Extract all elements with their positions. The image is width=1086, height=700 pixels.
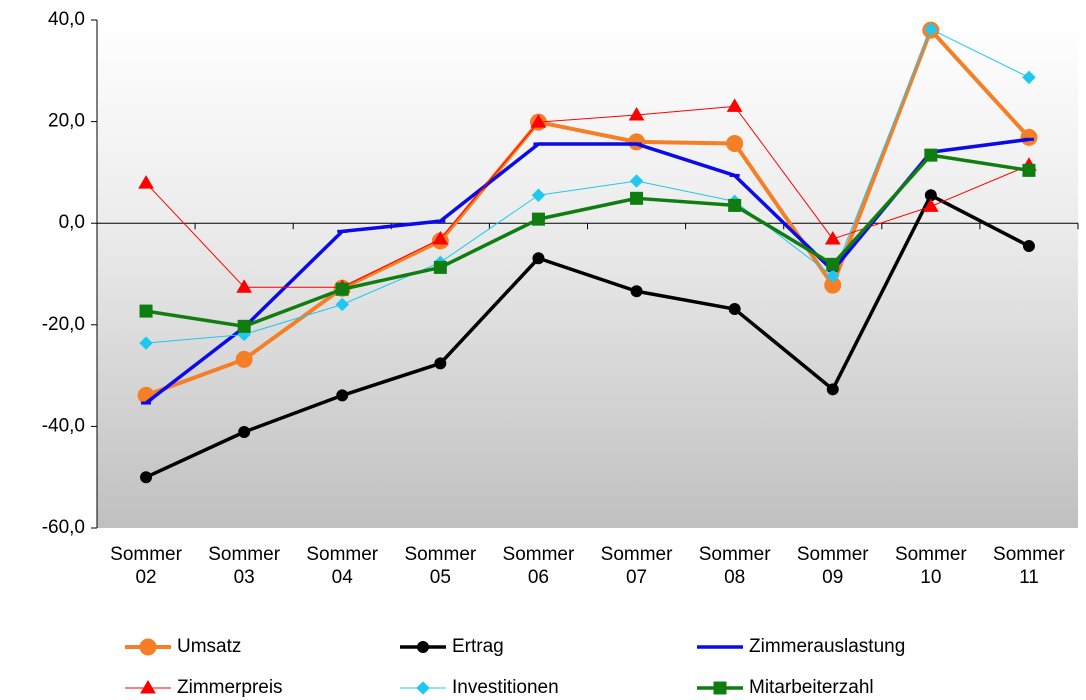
x-tick-label: Sommer 07	[600, 544, 673, 588]
data-point	[531, 212, 545, 226]
data-point	[434, 357, 447, 370]
data-point	[335, 297, 349, 312]
data-point	[139, 336, 153, 350]
data-point	[728, 198, 742, 212]
y-tick-label: -60,0	[42, 517, 85, 538]
data-point	[628, 107, 645, 121]
data-point	[726, 134, 744, 152]
x-tick-label: Sommer 11	[993, 544, 1065, 588]
data-point	[924, 22, 938, 36]
data-point	[433, 260, 447, 274]
data-point	[1020, 128, 1038, 146]
data-point	[335, 282, 349, 296]
x-tick-label: Sommer 10	[894, 544, 967, 588]
legend-label: Zimmerauslastung	[749, 636, 905, 657]
data-point	[629, 174, 644, 188]
data-point	[336, 389, 349, 402]
legend-label: Ertrag	[452, 636, 504, 657]
data-point	[432, 230, 449, 245]
data-point	[238, 425, 251, 438]
data-point	[138, 175, 154, 189]
legend-marker	[416, 681, 430, 695]
data-point	[139, 304, 153, 318]
legend-label: Zimmerpreis	[177, 677, 283, 698]
data-point	[236, 279, 253, 293]
x-tick-label: Sommer 02	[110, 544, 182, 588]
data-point	[1022, 240, 1035, 253]
data-point	[826, 269, 840, 283]
data-point	[530, 114, 547, 128]
x-tick-label: Sommer 03	[208, 544, 281, 588]
y-tick-label: 20,0	[48, 111, 85, 132]
series-line	[145, 193, 1030, 479]
series-line	[145, 28, 1031, 398]
data-point	[531, 188, 546, 202]
data-point	[922, 198, 939, 212]
data-point	[630, 191, 644, 205]
x-tick-label: Sommer 06	[502, 544, 575, 588]
data-point	[1022, 163, 1036, 177]
legend-label: Mitarbeiterzahl	[749, 677, 874, 698]
data-point	[140, 471, 153, 484]
y-tick-label: 40,0	[48, 9, 85, 30]
data-point	[826, 257, 840, 271]
x-tick-label: Sommer 05	[404, 544, 477, 588]
x-tick-label: Sommer 04	[306, 544, 379, 588]
data-point	[726, 98, 743, 112]
series-line	[146, 28, 1030, 344]
x-tick-label: Sommer 08	[698, 544, 771, 588]
series-line	[145, 105, 1030, 288]
legend-label: Umsatz	[177, 636, 241, 657]
legend-label: Investitionen	[452, 677, 559, 698]
data-point	[824, 230, 841, 245]
legend-marker	[139, 638, 157, 656]
y-tick-label: -20,0	[42, 314, 85, 335]
data-point	[235, 350, 253, 368]
legend-marker	[140, 680, 156, 694]
x-tick-label: Sommer 09	[796, 544, 869, 588]
data-point	[237, 319, 251, 333]
data-point	[630, 285, 643, 298]
series-line	[145, 153, 1030, 329]
data-point	[1022, 70, 1036, 85]
y-tick-label: -40,0	[42, 415, 85, 436]
legend-marker	[713, 681, 727, 695]
data-point	[532, 252, 545, 265]
data-point	[728, 303, 741, 316]
legend-marker	[417, 641, 429, 653]
data-point	[924, 148, 938, 162]
data-point	[826, 383, 839, 396]
y-tick-label: 0,0	[59, 212, 85, 233]
